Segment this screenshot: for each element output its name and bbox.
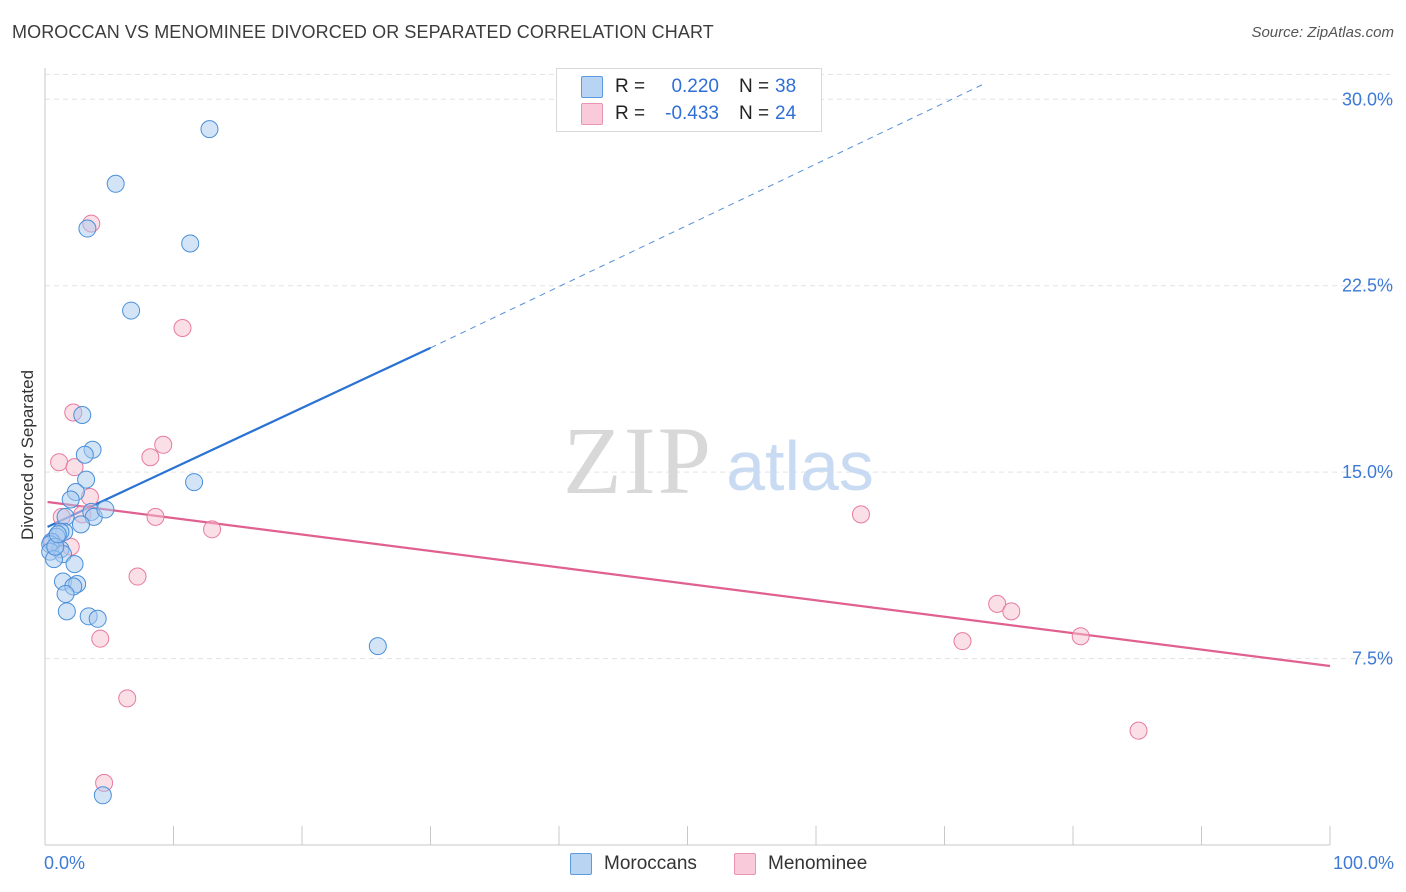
menominee-point — [173, 318, 192, 337]
watermark-zip: ZIP — [563, 407, 713, 514]
bottom-legend-swatch-pink — [734, 853, 756, 875]
menominee-point — [65, 458, 84, 477]
y-tick-labels: 7.5% 15.0% 22.5% 30.0% — [1342, 89, 1393, 668]
x-tick-label-min: 0.0% — [44, 853, 86, 873]
y-tick-label: 15.0% — [1342, 462, 1393, 482]
legend-row-menominee: R = -0.433 N = 24 — [581, 102, 796, 126]
moroccans-point — [181, 234, 200, 253]
data-points — [41, 120, 1148, 805]
moroccans-point — [71, 515, 90, 534]
moroccans-point — [48, 525, 67, 544]
menominee-point — [1071, 627, 1090, 646]
bottom-legend-label: Moroccans — [604, 853, 697, 874]
moroccans-point — [185, 473, 204, 492]
bottom-legend-menominee: Menominee — [734, 852, 867, 876]
legend-row-moroccans: R = 0.220 N = 38 — [581, 75, 796, 99]
legend-r-label: R = — [615, 103, 646, 124]
x-tick-label-max: 100.0% — [1332, 853, 1394, 873]
moroccans-point — [61, 490, 80, 509]
moroccans-point — [106, 174, 125, 193]
moroccans-point — [78, 219, 97, 238]
legend-r-value: 0.220 — [671, 76, 719, 97]
trend-lines — [47, 83, 1331, 668]
y-tick-label: 22.5% — [1342, 276, 1393, 296]
bottom-legend-moroccans: Moroccans — [570, 852, 697, 876]
menominee-point — [128, 567, 147, 586]
moroccans-point — [96, 500, 115, 519]
chart-title: MOROCCAN VS MENOMINEE DIVORCED OR SEPARA… — [12, 22, 714, 42]
moroccans-point — [200, 120, 219, 139]
legend-n-label: N = — [739, 103, 770, 124]
watermark: ZIP atlas — [563, 407, 874, 514]
legend-n-label: N = — [739, 76, 770, 97]
bottom-legend-label: Menominee — [768, 853, 868, 874]
menominee-point — [91, 629, 110, 648]
bottom-legend-swatch-blue — [570, 853, 592, 875]
legend-r-value: -0.433 — [665, 103, 719, 124]
moroccans-point — [122, 301, 141, 320]
menominee-point — [50, 453, 69, 472]
menominee-point — [1002, 602, 1021, 621]
moroccans-point — [73, 405, 92, 424]
legend-n-value: 24 — [775, 103, 797, 124]
menominee-point — [118, 689, 137, 708]
moroccans-point — [56, 584, 75, 603]
legend-n-value: 38 — [775, 76, 797, 97]
menominee-point — [851, 505, 870, 524]
moroccans-point — [77, 470, 96, 489]
moroccans-trend-line — [47, 346, 431, 528]
moroccans-point — [65, 555, 84, 574]
menominee-trend-line — [47, 500, 1331, 668]
moroccans-point — [57, 602, 76, 621]
menominee-point — [953, 632, 972, 651]
legend-swatch-blue — [581, 76, 603, 98]
legend-swatch-pink — [581, 103, 603, 125]
menominee-point — [141, 448, 160, 467]
watermark-atlas: atlas — [726, 427, 874, 505]
menominee-point — [203, 520, 222, 539]
moroccans-point — [93, 786, 112, 805]
menominee-point — [154, 435, 173, 454]
source-label: Source: ZipAtlas.com — [1251, 24, 1394, 41]
y-tick-label: 7.5% — [1352, 649, 1393, 669]
moroccans-point — [368, 637, 387, 656]
moroccans-point — [56, 507, 75, 526]
moroccans-trend-extension — [430, 83, 984, 349]
y-tick-label: 30.0% — [1342, 89, 1393, 109]
legend-r-label: R = — [615, 76, 646, 97]
moroccans-point — [88, 609, 107, 628]
menominee-point — [988, 594, 1007, 613]
menominee-point — [1129, 721, 1148, 740]
grid-lines — [45, 73, 1390, 660]
correlation-legend: R = 0.220 N = 38 R = -0.433 N = 24 — [556, 68, 822, 132]
axes — [44, 68, 1331, 846]
moroccans-point — [75, 445, 94, 464]
menominee-point — [146, 507, 165, 526]
